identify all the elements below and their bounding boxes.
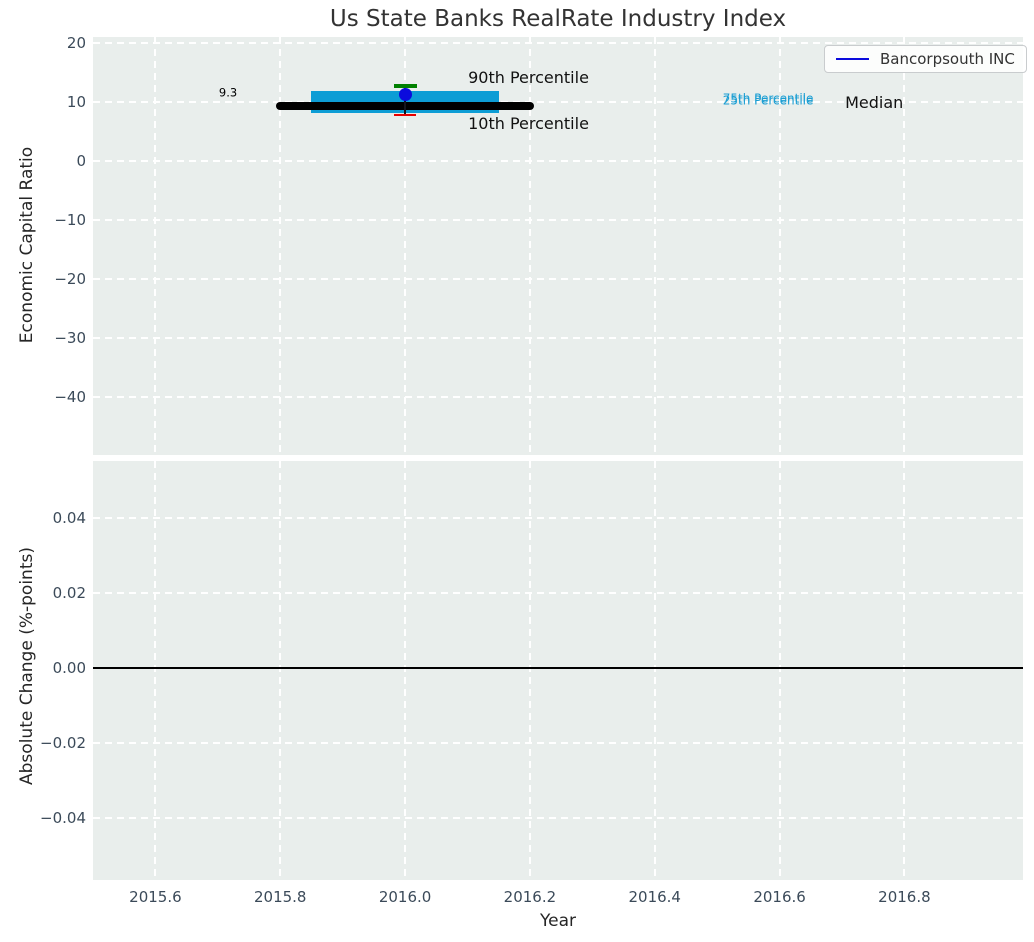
gridline-vertical [903, 461, 906, 880]
company-point [398, 87, 412, 101]
legend-label: Bancorpsouth INC [880, 50, 1015, 68]
gridline-vertical [653, 461, 656, 880]
x-tick-label: 2016.8 [878, 888, 931, 906]
zero-line [93, 667, 1023, 669]
y-tick-label: 0.04 [52, 509, 86, 528]
x-tick-label: 2016.4 [628, 888, 681, 906]
bottom-plot [93, 461, 1023, 880]
y-tick-label: −30 [54, 329, 86, 348]
x-tick-label: 2015.6 [129, 888, 182, 906]
x-tick-label: 2015.8 [253, 888, 307, 906]
y-tick-label: −10 [54, 211, 86, 230]
y-tick-label: 0.02 [52, 584, 86, 603]
legend: Bancorpsouth INC [824, 45, 1027, 73]
gridline-horizontal [93, 278, 1023, 281]
gridline-horizontal [93, 396, 1023, 399]
gridline-vertical [653, 37, 656, 455]
annotation: 25th Percentile [722, 93, 814, 108]
gridline-vertical [154, 37, 157, 455]
gridline-vertical [528, 461, 531, 880]
annotation: 75th Percentile [722, 91, 814, 106]
gridline-horizontal [93, 41, 1023, 44]
gridline-horizontal [93, 219, 1023, 222]
legend-line-sample [836, 58, 869, 60]
y-tick-label: 0 [76, 151, 86, 170]
x-tick-label: 2016.2 [503, 888, 557, 906]
gridline-vertical [279, 37, 282, 455]
annotation: 90th Percentile [468, 68, 589, 88]
gridline-horizontal [93, 592, 1023, 595]
gridline-vertical [778, 461, 781, 880]
gridline-vertical [528, 37, 531, 455]
y-tick-label: −20 [54, 270, 86, 289]
y-tick-label: 20 [66, 33, 86, 52]
gridline-vertical [154, 461, 157, 880]
top-plot: 9.3 90th Percentile 10th Percentile 75th Pe… [93, 37, 1023, 455]
gridline-vertical [404, 461, 407, 880]
gridline-horizontal [93, 742, 1023, 745]
x-tick-label: 2016.6 [753, 888, 806, 906]
y-tick-label: −0.04 [40, 809, 86, 828]
x-axis-label: Year [540, 911, 576, 931]
gridline-horizontal [93, 159, 1023, 162]
annotation: 9.3 [218, 85, 238, 100]
gridline-vertical [279, 461, 282, 880]
y-tick-label: −40 [54, 388, 86, 407]
gridline-horizontal [93, 817, 1023, 820]
p90-cap [393, 84, 417, 88]
annotation: 10th Percentile [468, 113, 589, 133]
chart-title: Us State Banks RealRate Industry Index [329, 6, 787, 32]
y-tick-label: 10 [66, 92, 86, 111]
y-tick-label: −0.02 [40, 734, 86, 753]
p10-cap [394, 113, 417, 117]
annotation: Median [845, 93, 904, 113]
y-tick-label: 0.00 [52, 659, 86, 678]
gridline-vertical [903, 37, 906, 455]
y-axis-label-top: Economic Capital Ratio [17, 146, 37, 344]
gridline-horizontal [93, 337, 1023, 340]
x-tick-label: 2016.0 [378, 888, 432, 906]
gridline-horizontal [93, 517, 1023, 520]
